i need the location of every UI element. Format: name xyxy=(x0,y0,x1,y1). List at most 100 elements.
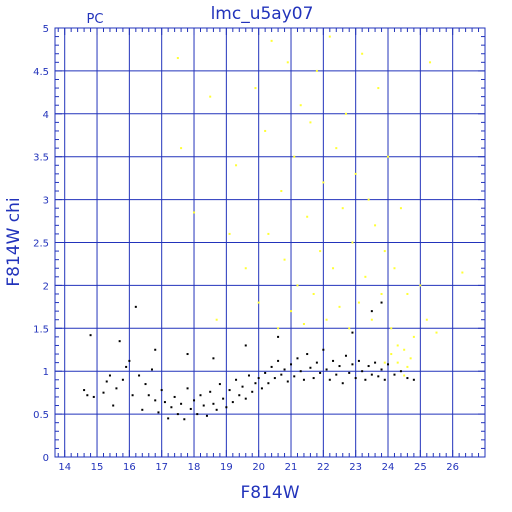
data-point-series-1 xyxy=(399,207,402,210)
data-point-series-0 xyxy=(338,365,341,368)
data-point-series-0 xyxy=(393,373,396,376)
data-point-series-1 xyxy=(403,348,406,351)
data-point-series-0 xyxy=(399,370,402,373)
data-point-series-0 xyxy=(193,399,196,402)
data-point-series-0 xyxy=(173,395,176,398)
y-tick-label: 2.5 xyxy=(33,239,49,250)
data-point-series-1 xyxy=(351,241,354,244)
data-point-series-0 xyxy=(128,359,131,362)
data-point-series-1 xyxy=(264,129,267,132)
data-point-series-0 xyxy=(108,374,111,377)
data-point-series-1 xyxy=(328,35,331,38)
data-point-series-0 xyxy=(296,357,299,360)
data-point-series-1 xyxy=(412,335,415,338)
data-point-series-0 xyxy=(290,363,293,366)
data-point-series-0 xyxy=(238,394,241,397)
x-tick-label: 16 xyxy=(123,462,136,473)
corner-label: PC xyxy=(87,12,104,27)
data-point-series-0 xyxy=(302,378,305,381)
data-point-series-1 xyxy=(374,224,377,227)
data-point-series-1 xyxy=(348,327,351,330)
data-point-series-0 xyxy=(254,382,257,385)
data-point-series-1 xyxy=(409,357,412,360)
x-tick-label: 23 xyxy=(349,462,362,473)
data-point-series-1 xyxy=(257,301,260,304)
data-point-series-1 xyxy=(290,310,293,313)
data-point-series-0 xyxy=(335,373,338,376)
data-point-series-1 xyxy=(215,318,218,321)
y-tick-label: 2 xyxy=(43,281,49,292)
data-point-series-0 xyxy=(170,406,173,409)
data-point-series-0 xyxy=(147,394,150,397)
data-point-series-0 xyxy=(257,377,260,380)
y-tick-label: 4.5 xyxy=(33,67,49,78)
y-tick-label: 0.5 xyxy=(33,410,49,421)
data-point-series-1 xyxy=(435,331,438,334)
data-point-series-1 xyxy=(361,52,364,55)
data-point-series-0 xyxy=(332,359,335,362)
data-point-series-0 xyxy=(141,408,144,411)
data-point-series-1 xyxy=(244,267,247,270)
data-point-series-0 xyxy=(183,418,186,421)
data-point-series-1 xyxy=(390,353,393,356)
data-point-series-0 xyxy=(212,357,215,360)
data-point-series-0 xyxy=(286,380,289,383)
data-point-series-0 xyxy=(280,373,283,376)
data-point-series-1 xyxy=(312,292,315,295)
x-tick-label: 25 xyxy=(414,462,427,473)
data-point-series-0 xyxy=(361,370,364,373)
data-points xyxy=(83,35,464,421)
data-point-series-1 xyxy=(332,267,335,270)
data-point-series-0 xyxy=(270,365,273,368)
data-point-series-1 xyxy=(277,327,280,330)
data-point-series-0 xyxy=(180,402,183,405)
data-point-series-1 xyxy=(390,327,393,330)
data-point-series-0 xyxy=(131,394,134,397)
x-tick-label: 14 xyxy=(58,462,71,473)
data-point-series-1 xyxy=(406,365,409,368)
data-point-series-0 xyxy=(348,371,351,374)
data-point-series-1 xyxy=(209,95,212,98)
data-point-series-1 xyxy=(335,147,338,150)
data-point-series-0 xyxy=(160,389,163,392)
x-tick-label: 19 xyxy=(220,462,233,473)
data-point-series-1 xyxy=(354,172,357,175)
x-tick-label: 21 xyxy=(285,462,298,473)
data-point-series-1 xyxy=(338,305,341,308)
x-tick-label: 15 xyxy=(91,462,104,473)
data-point-series-0 xyxy=(125,365,128,368)
data-point-series-0 xyxy=(215,408,218,411)
data-point-series-0 xyxy=(315,361,318,364)
data-point-series-0 xyxy=(92,395,95,398)
data-point-series-0 xyxy=(228,389,231,392)
data-point-series-0 xyxy=(283,368,286,371)
data-point-series-0 xyxy=(144,383,147,386)
data-point-series-0 xyxy=(341,382,344,385)
data-point-series-1 xyxy=(309,121,312,124)
data-point-series-1 xyxy=(325,318,328,321)
data-point-series-0 xyxy=(225,406,228,409)
data-point-series-0 xyxy=(370,373,373,376)
data-point-series-1 xyxy=(425,318,428,321)
x-tick-label: 26 xyxy=(446,462,459,473)
data-point-series-0 xyxy=(251,390,254,393)
data-point-series-1 xyxy=(370,318,373,321)
data-point-series-1 xyxy=(228,232,231,235)
data-point-series-1 xyxy=(267,232,270,235)
data-point-series-1 xyxy=(429,61,432,64)
y-tick-label: 0 xyxy=(43,453,49,464)
data-point-series-1 xyxy=(344,112,347,115)
data-point-series-1 xyxy=(461,271,464,274)
data-point-series-0 xyxy=(374,361,377,364)
data-point-series-0 xyxy=(328,378,331,381)
x-tick-label: 18 xyxy=(188,462,201,473)
data-point-series-0 xyxy=(138,374,141,377)
data-point-series-1 xyxy=(406,292,409,295)
data-point-series-1 xyxy=(364,275,367,278)
data-point-series-0 xyxy=(299,370,302,373)
data-point-series-0 xyxy=(364,378,367,381)
grid-lines xyxy=(55,27,485,458)
data-point-series-0 xyxy=(196,413,199,416)
data-point-series-0 xyxy=(121,378,124,381)
